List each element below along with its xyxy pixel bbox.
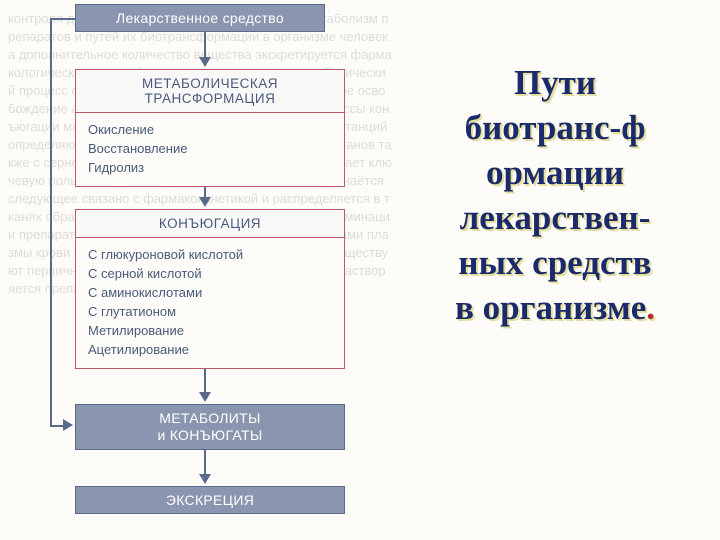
list-item: Гидролиз xyxy=(88,158,332,177)
arrow-3-head xyxy=(199,392,211,402)
arrow-1-head xyxy=(199,57,211,67)
box-metabolites: МЕТАБОЛИТЫ и КОНЪЮГАТЫ xyxy=(75,404,345,450)
box-conjugation-header: КОНЪЮГАЦИЯ xyxy=(76,210,344,238)
list-item: С глутатионом xyxy=(88,302,332,321)
box-drug-label: Лекарственное средство xyxy=(116,10,284,26)
arrow-4 xyxy=(204,450,206,476)
title-line: Пути xyxy=(514,63,596,102)
box-excretion: ЭКСКРЕЦИЯ xyxy=(75,486,345,514)
list-item: Метилирование xyxy=(88,321,332,340)
title-line: ных средств xyxy=(458,243,651,282)
box-conjugation: КОНЪЮГАЦИЯ С глюкуроновой кислотой С сер… xyxy=(75,209,345,369)
list-item: Ацетилирование xyxy=(88,340,332,359)
page-title: Пути биотранс-ф ормации лекарствен- ных … xyxy=(400,60,710,330)
arrow-1 xyxy=(204,32,206,59)
arrow-2-head xyxy=(199,197,211,207)
list-item: С аминокислотами xyxy=(88,283,332,302)
arrow-bypass-head xyxy=(63,419,73,431)
arrow-3 xyxy=(204,369,206,394)
title-line: биотранс-ф xyxy=(465,108,646,147)
box-metabolic: МЕТАБОЛИЧЕСКАЯ ТРАНСФОРМАЦИЯ Окисление В… xyxy=(75,69,345,187)
title-line: ормации xyxy=(486,153,624,192)
title-line: в организме xyxy=(455,288,646,327)
box-metabolites-line1: МЕТАБОЛИТЫ xyxy=(80,410,340,427)
box-drug: Лекарственное средство xyxy=(75,4,325,32)
box-metabolites-line2: и КОНЪЮГАТЫ xyxy=(80,427,340,444)
box-metabolic-header: МЕТАБОЛИЧЕСКАЯ ТРАНСФОРМАЦИЯ xyxy=(76,70,344,113)
box-excretion-label: ЭКСКРЕЦИЯ xyxy=(166,492,254,508)
list-item: Окисление xyxy=(88,120,332,139)
list-item: С глюкуроновой кислотой xyxy=(88,245,332,264)
box-conjugation-content: С глюкуроновой кислотой С серной кислото… xyxy=(76,238,344,368)
title-line: лекарствен- xyxy=(460,198,651,237)
arrow-4-head xyxy=(199,474,211,484)
arrow-bypass-h1 xyxy=(50,18,75,20)
list-item: С серной кислотой xyxy=(88,264,332,283)
list-item: Восстановление xyxy=(88,139,332,158)
arrow-bypass-v xyxy=(50,18,52,427)
title-period: . xyxy=(646,288,655,327)
box-metabolic-content: Окисление Восстановление Гидролиз xyxy=(76,113,344,186)
